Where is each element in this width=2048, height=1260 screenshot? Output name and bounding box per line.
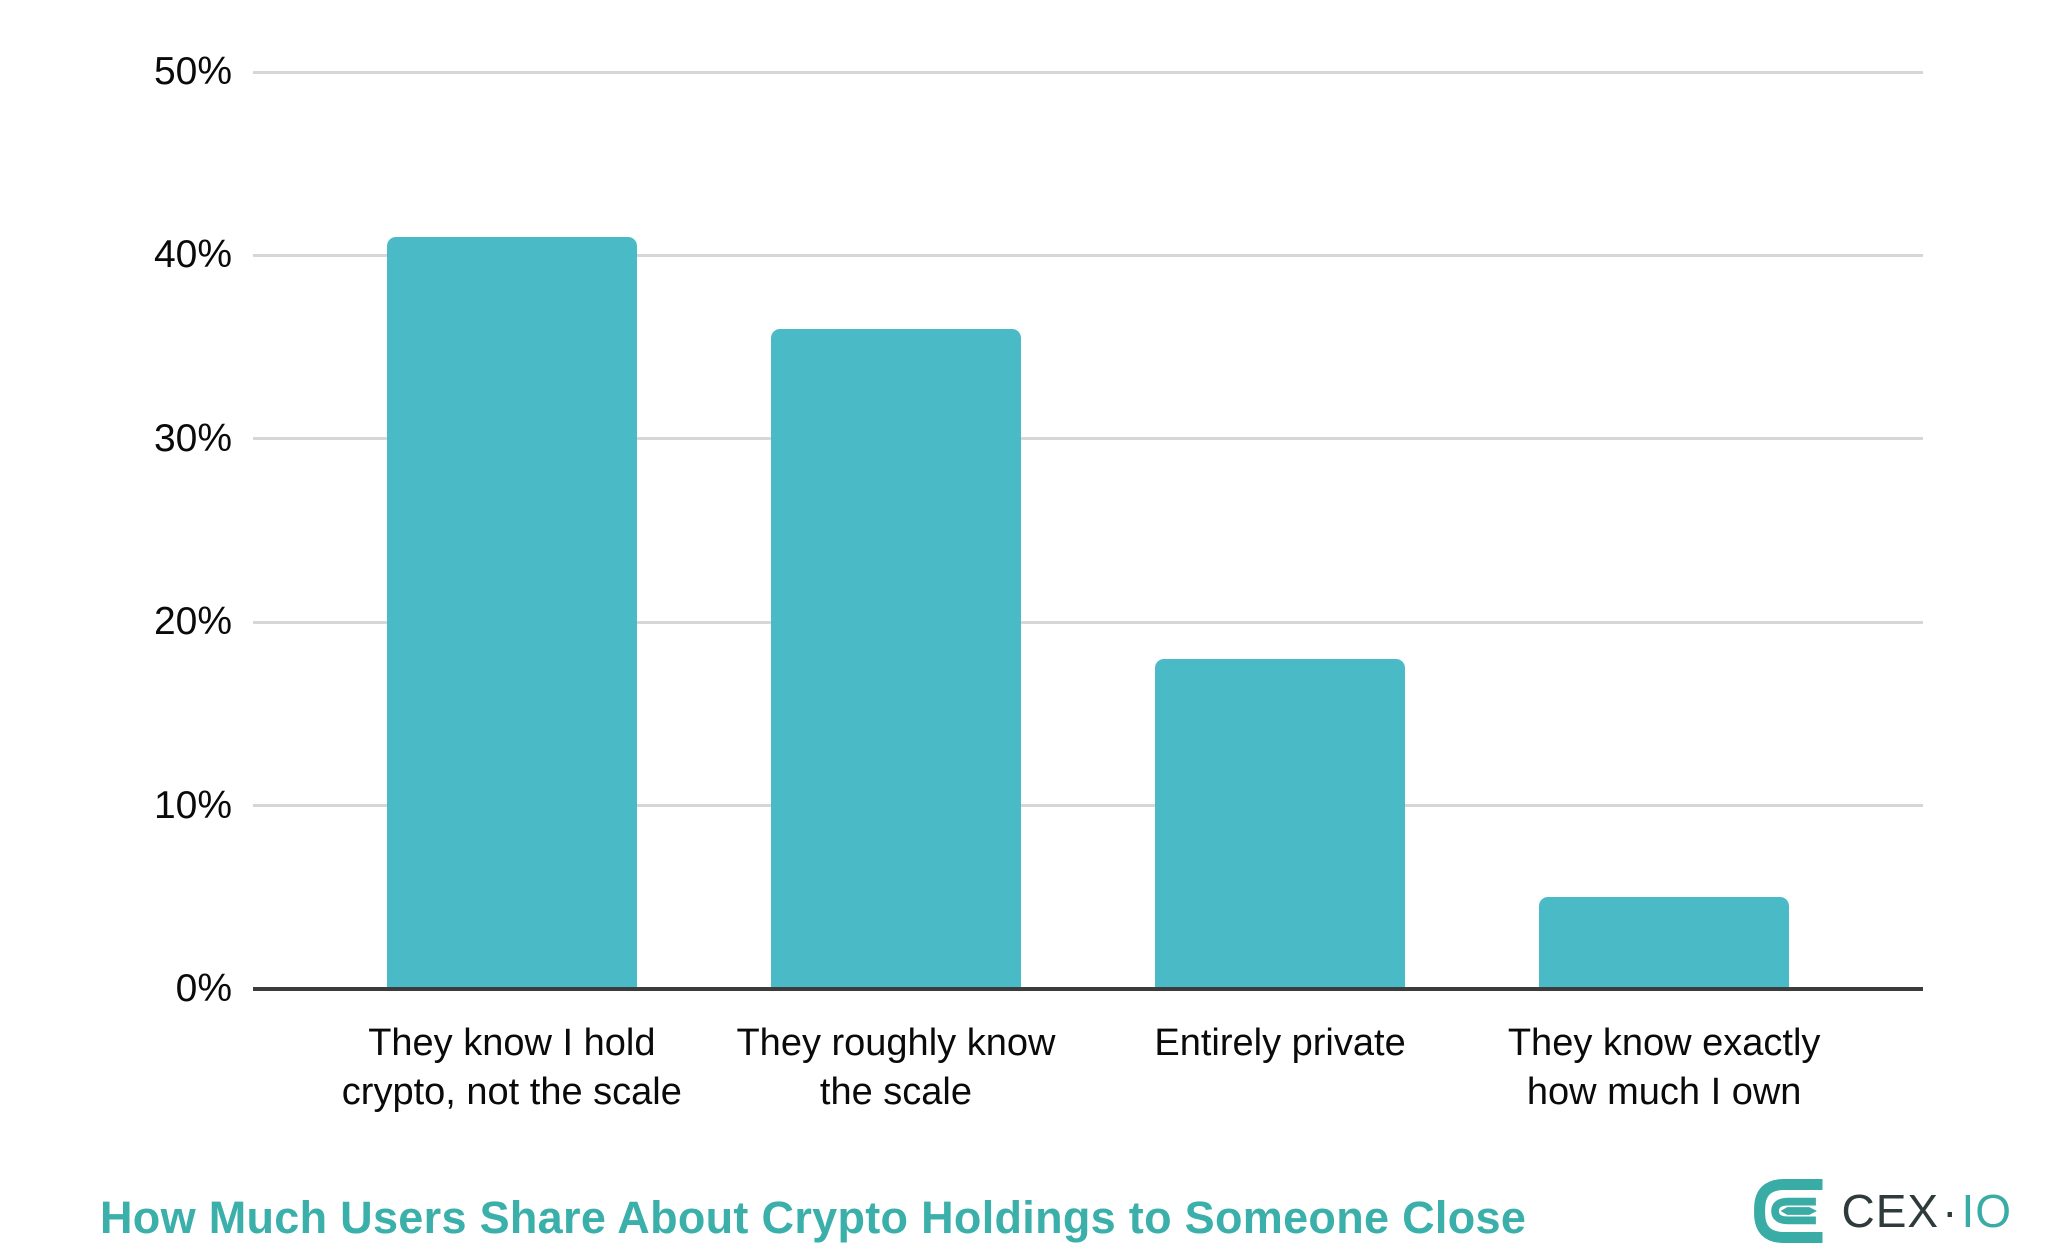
x-category-label-line: They know exactly [1507,1022,1821,1064]
x-category-label-they-know-i-hold-crypto-not-the-scale: They know I hold crypto, not the scale [282,1019,742,1117]
gridline-30 [253,437,1923,441]
cexio-logo-mark [1753,1179,1823,1243]
x-category-label-line: how much I own [1526,1071,1802,1113]
logo-text-dot: · [1942,1185,1959,1237]
bars-row [253,72,1923,989]
x-category-label-line: the scale [819,1071,972,1113]
plot-area: 0% 10% 20% 30% 40% 50% [154,50,1923,1010]
x-axis-labels: They know I hold crypto, not the scale The… [253,1019,1923,1149]
x-axis-line [253,987,1923,991]
logo-text-io: IO [1961,1185,2012,1237]
x-category-label-line: They roughly know [736,1022,1056,1064]
y-tick-label-10: 10% [153,783,232,827]
x-category-label-line: Entirely private [1154,1022,1406,1064]
gridline-20 [253,620,1923,624]
gridline-10 [253,804,1923,808]
bar-they-know-i-hold-crypto-not-the-scale [386,237,638,989]
x-category-label-line: crypto, not the scale [341,1071,682,1113]
cexio-logo: CEX · IO [1753,1178,2012,1244]
bar-they-roughly-know-the-scale [770,328,1022,989]
x-category-label-entirely-private: Entirely private [1050,1019,1510,1068]
x-category-label-line: They know I hold [368,1022,656,1064]
y-tick-label-50: 50% [153,50,232,93]
y-tick-label-30: 30% [153,416,232,460]
chart-title: How Much Users Share About Crypto Holdin… [100,1192,1527,1243]
logo-text-cex: CEX [1841,1185,1940,1237]
y-tick-label-0: 0% [175,967,232,1010]
gridline-40 [253,253,1923,257]
gridline-50 [253,70,1923,74]
x-category-label-they-roughly-know-the-scale: They roughly know the scale [666,1019,1126,1117]
x-category-label-they-know-exactly-how-much-i-own: They know exactly how much I own [1434,1019,1894,1117]
y-tick-label-20: 20% [153,600,232,644]
cexio-logo-text: CEX · IO [1842,1184,2012,1238]
y-tick-label-40: 40% [153,233,232,277]
bar-they-know-exactly-how-much-i-own [1538,897,1790,989]
bar-entirely-private [1154,658,1406,989]
